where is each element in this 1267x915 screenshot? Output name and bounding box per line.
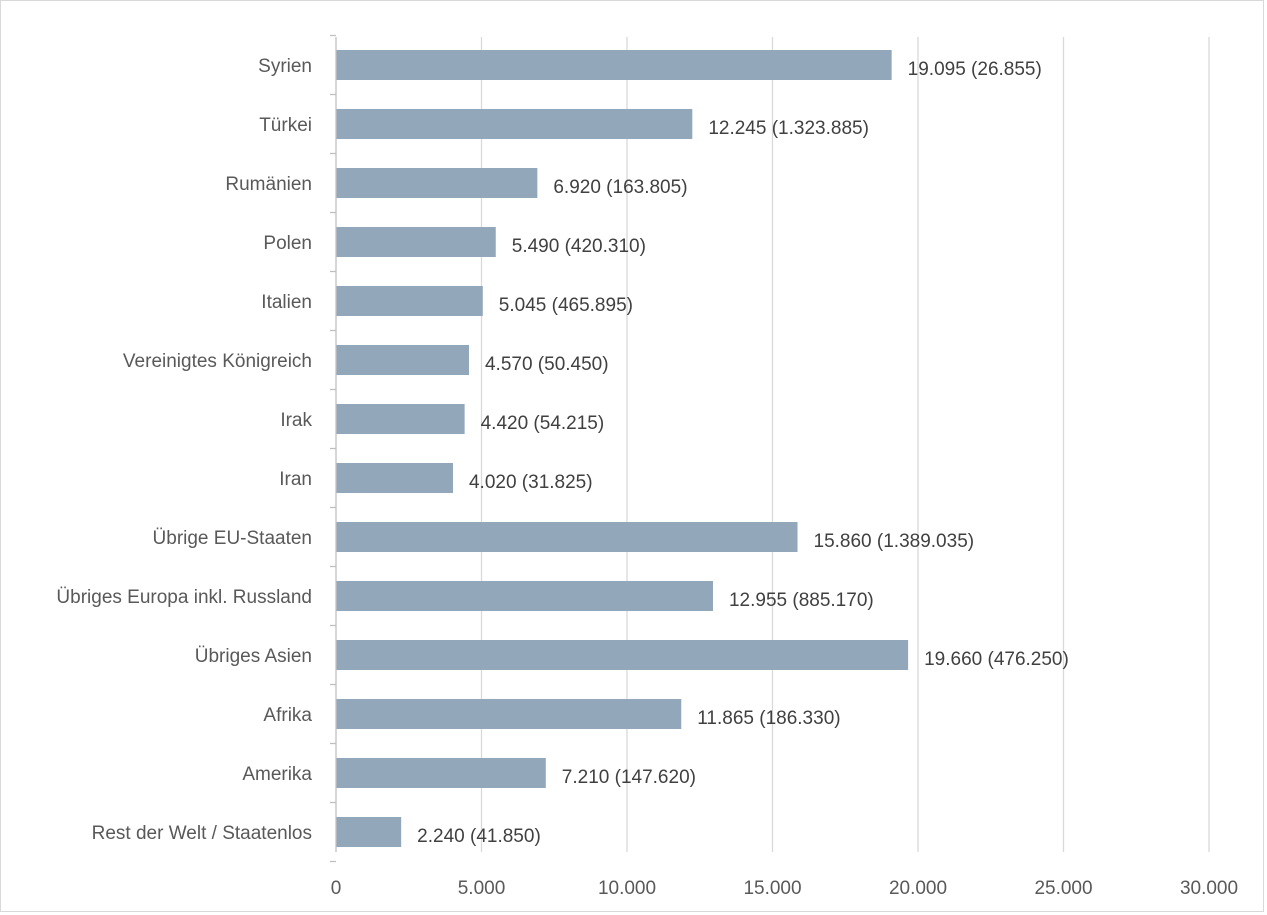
bar [336, 699, 682, 729]
bar [336, 227, 496, 257]
bar [336, 109, 693, 139]
bar [336, 522, 798, 552]
data-label: 5.045 (465.895) [499, 295, 633, 316]
x-tick-label: 0 [331, 878, 342, 899]
bar [336, 640, 909, 670]
data-label: 4.020 (31.825) [469, 472, 593, 493]
data-label: 5.490 (420.310) [512, 236, 646, 257]
bar [336, 345, 469, 375]
x-tick-label: 30.000 [1180, 878, 1238, 899]
bars [336, 50, 909, 847]
bar [336, 758, 546, 788]
bar [336, 817, 402, 847]
category-label: Türkei [259, 115, 312, 136]
x-tick-label: 5.000 [458, 878, 506, 899]
category-label: Iran [279, 469, 312, 490]
bar [336, 581, 713, 611]
category-label: Polen [263, 233, 312, 254]
category-label: Übrige EU-Staaten [153, 528, 312, 549]
category-label: Übriges Europa inkl. Russland [56, 587, 312, 608]
bar [336, 168, 538, 198]
category-label: Italien [261, 292, 312, 313]
bar [336, 286, 483, 316]
data-label: 19.660 (476.250) [924, 649, 1069, 670]
data-label: 12.245 (1.323.885) [708, 118, 869, 139]
x-tick-label: 10.000 [598, 878, 656, 899]
data-label: 15.860 (1.389.035) [814, 531, 975, 552]
category-label: Afrika [263, 705, 312, 726]
bar [336, 50, 892, 80]
category-label: Vereinigtes Königreich [123, 351, 312, 372]
bar [336, 404, 465, 434]
axes [330, 34, 337, 863]
bar [336, 463, 453, 493]
category-label: Amerika [242, 764, 312, 785]
data-label: 6.920 (163.805) [553, 177, 687, 198]
category-label: Rumänien [225, 174, 312, 195]
data-label: 19.095 (26.855) [908, 59, 1042, 80]
category-label: Syrien [258, 56, 312, 77]
category-label: Übriges Asien [195, 646, 312, 667]
x-tick-label: 15.000 [743, 878, 801, 899]
data-label: 7.210 (147.620) [562, 767, 696, 788]
x-tick-label: 20.000 [889, 878, 947, 899]
data-label: 11.865 (186.330) [697, 708, 840, 729]
gridlines [480, 37, 1210, 852]
data-label: 12.955 (885.170) [729, 590, 874, 611]
labels: 0 5.000 10.000 15.000 20.000 25.000 30.000 Syri… [56, 56, 1238, 899]
data-label: 4.420 (54.215) [481, 413, 605, 434]
data-label: 2.240 (41.850) [417, 826, 541, 847]
category-label: Irak [280, 410, 312, 431]
data-label: 4.570 (50.450) [485, 354, 609, 375]
category-label: Rest der Welt / Staatenlos [92, 823, 312, 844]
x-tick-label: 25.000 [1034, 878, 1092, 899]
